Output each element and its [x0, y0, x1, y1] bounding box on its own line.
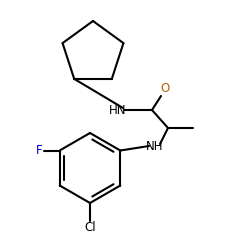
Text: O: O [160, 83, 169, 95]
Text: Cl: Cl [84, 221, 95, 235]
Text: F: F [35, 144, 42, 157]
Text: NH: NH [146, 139, 163, 153]
Text: HN: HN [109, 103, 126, 117]
